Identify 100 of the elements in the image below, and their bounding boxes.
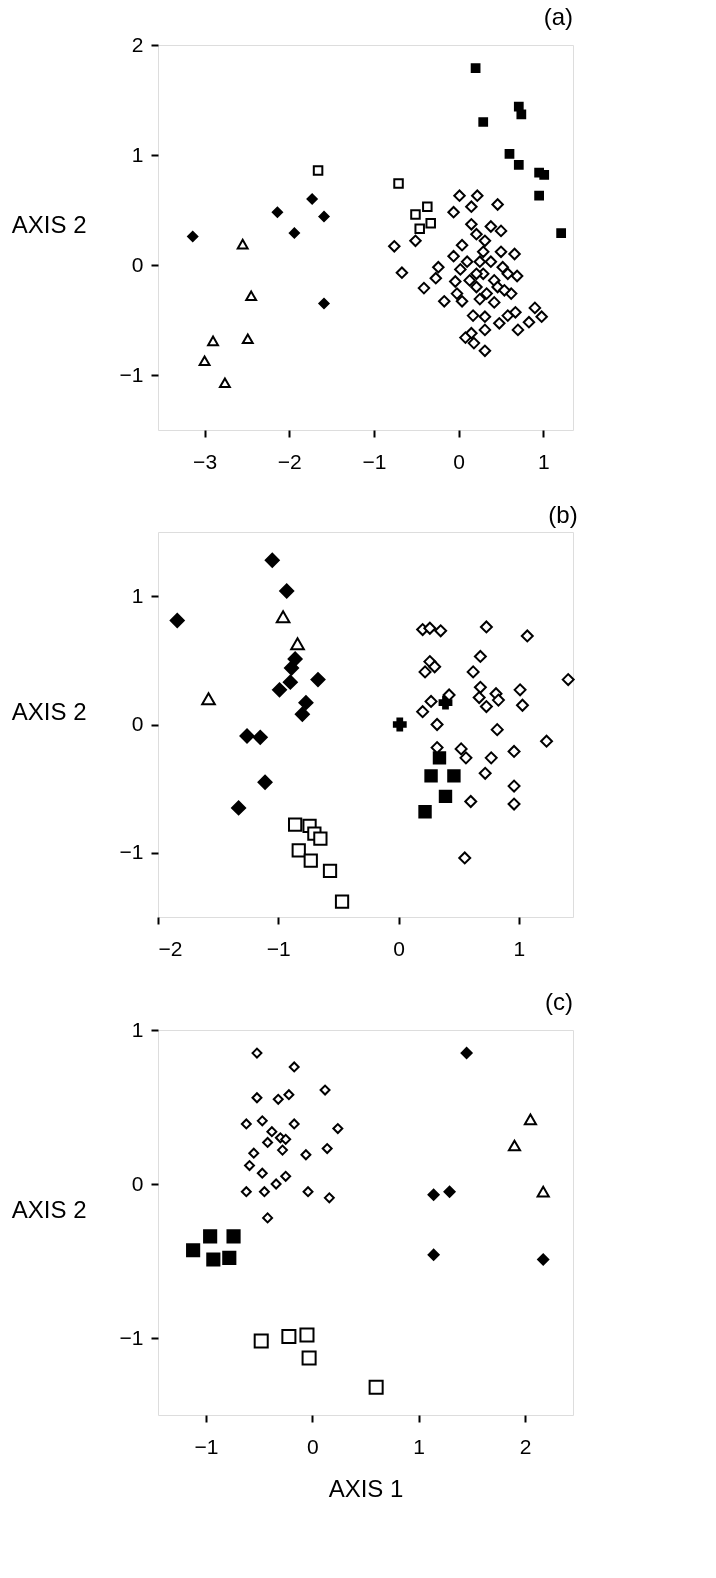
x-tick-label: −3 bbox=[193, 449, 218, 473]
point bbox=[438, 295, 451, 308]
point bbox=[244, 1160, 255, 1171]
point bbox=[449, 275, 462, 288]
point bbox=[425, 217, 436, 229]
point bbox=[301, 1350, 317, 1366]
point bbox=[222, 1250, 237, 1265]
point bbox=[240, 1186, 252, 1198]
point bbox=[410, 209, 421, 220]
point bbox=[226, 1229, 241, 1244]
point bbox=[455, 238, 469, 252]
point bbox=[388, 240, 401, 253]
point bbox=[494, 245, 508, 259]
y-tick-label: −1 bbox=[119, 362, 144, 386]
point bbox=[318, 210, 330, 223]
x-tick-label: −2 bbox=[158, 936, 183, 960]
x-tick-label: −1 bbox=[194, 1434, 219, 1458]
point bbox=[511, 323, 525, 337]
point bbox=[470, 280, 483, 294]
point bbox=[473, 292, 487, 306]
point bbox=[536, 1185, 550, 1198]
point bbox=[476, 245, 490, 259]
point bbox=[300, 1149, 312, 1161]
point bbox=[241, 333, 254, 344]
point bbox=[272, 1093, 284, 1105]
point bbox=[487, 296, 501, 309]
point bbox=[288, 1118, 300, 1130]
point bbox=[539, 169, 550, 180]
point bbox=[454, 263, 467, 276]
point bbox=[395, 266, 409, 279]
x-axis-title: AXIS 1 bbox=[328, 1474, 404, 1502]
point bbox=[510, 269, 524, 283]
point bbox=[478, 234, 492, 248]
point bbox=[251, 1047, 263, 1059]
point bbox=[262, 1212, 274, 1224]
chart-title: (b) bbox=[548, 501, 578, 528]
point bbox=[493, 317, 506, 330]
point bbox=[480, 287, 493, 300]
point bbox=[491, 198, 504, 211]
chart-title: (a) bbox=[543, 3, 573, 30]
point bbox=[460, 255, 474, 268]
x-tick-label: 1 bbox=[538, 449, 550, 473]
y-tick-label: 0 bbox=[131, 252, 144, 276]
point bbox=[280, 1170, 292, 1182]
point bbox=[251, 1092, 263, 1104]
x-tick-label: −2 bbox=[277, 449, 302, 473]
point bbox=[306, 193, 318, 205]
point bbox=[478, 344, 492, 358]
point bbox=[409, 234, 422, 248]
point bbox=[473, 255, 487, 268]
point bbox=[470, 63, 481, 73]
point bbox=[281, 1328, 297, 1344]
point bbox=[450, 287, 464, 300]
point bbox=[262, 1136, 274, 1148]
point bbox=[318, 297, 330, 310]
x-tick-label: 0 bbox=[306, 1434, 319, 1458]
point bbox=[528, 301, 542, 315]
y-tick-label: −1 bbox=[119, 840, 144, 864]
point bbox=[443, 1185, 456, 1198]
point bbox=[447, 249, 460, 263]
x-tick-label: −1 bbox=[266, 936, 291, 960]
point bbox=[277, 1144, 288, 1156]
point bbox=[537, 1253, 550, 1266]
x-tick-label: 1 bbox=[413, 1434, 426, 1458]
y-axis-title: AXIS 2 bbox=[11, 210, 87, 238]
point bbox=[417, 281, 431, 295]
point bbox=[245, 290, 258, 302]
point bbox=[280, 1133, 292, 1145]
point bbox=[198, 355, 211, 366]
point bbox=[207, 335, 219, 347]
point bbox=[522, 315, 536, 329]
point bbox=[470, 227, 483, 241]
point bbox=[393, 178, 404, 189]
point bbox=[491, 280, 504, 294]
point bbox=[465, 200, 478, 213]
point bbox=[484, 255, 498, 268]
x-tick-label: 0 bbox=[453, 449, 466, 473]
point bbox=[509, 306, 522, 319]
x-tick-label: 2 bbox=[519, 1434, 532, 1458]
point bbox=[484, 220, 498, 233]
point bbox=[432, 260, 445, 274]
point bbox=[463, 274, 476, 287]
point bbox=[206, 1252, 221, 1267]
point bbox=[248, 1147, 260, 1159]
point bbox=[453, 189, 466, 202]
point bbox=[270, 1178, 282, 1190]
x-tick-label: −1 bbox=[362, 449, 387, 473]
point bbox=[507, 1139, 522, 1152]
x-tick-label: 0 bbox=[393, 936, 405, 960]
point bbox=[501, 309, 515, 322]
point bbox=[455, 295, 469, 308]
point bbox=[516, 109, 527, 120]
point bbox=[321, 1143, 333, 1155]
point bbox=[478, 323, 492, 337]
point bbox=[323, 1192, 335, 1204]
x-tick-label: 1 bbox=[513, 936, 526, 960]
point bbox=[236, 238, 249, 250]
point bbox=[496, 260, 509, 274]
point bbox=[465, 218, 478, 231]
point bbox=[508, 247, 521, 261]
